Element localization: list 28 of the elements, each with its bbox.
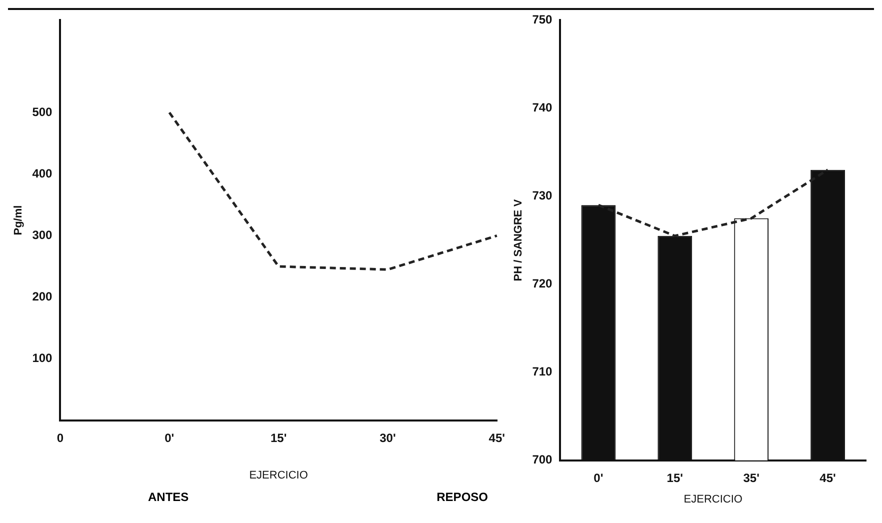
line-series xyxy=(168,111,498,271)
x-tick-label: 45' xyxy=(820,470,836,485)
y-tick-label: 200 xyxy=(32,290,53,304)
y-axis-title: PH / SANGRE V xyxy=(512,198,525,282)
y-tick-label: 300 xyxy=(32,228,53,242)
x-tick-label: 15' xyxy=(270,430,287,445)
text: REPOSO xyxy=(436,490,488,504)
y-tick-label: 720 xyxy=(532,276,553,291)
y-tick-label: 500 xyxy=(32,104,53,119)
x-axis-title: EJERCICIO xyxy=(249,469,308,482)
x-tick-label: 30' xyxy=(380,430,396,445)
y-tick-label: 400 xyxy=(32,166,53,180)
x-tick-label: 0 xyxy=(56,430,64,445)
y-axis-title: Pg/ml xyxy=(12,205,25,236)
y-tick-label: 710 xyxy=(532,364,553,379)
x-tick-label: 45' xyxy=(488,430,506,445)
x-axis-title: EJERCICIO xyxy=(684,493,743,506)
y-tick-label: 730 xyxy=(532,188,553,203)
x-tick-label: 35' xyxy=(743,470,760,485)
text: ANTES xyxy=(148,490,189,504)
y-tick-label: 750 xyxy=(532,12,553,27)
y-tick-label: 700 xyxy=(532,452,553,467)
x-tick-label: 15' xyxy=(666,470,684,485)
line-series xyxy=(597,168,830,238)
x-tick-label: 0' xyxy=(164,430,174,445)
y-tick-label: 740 xyxy=(532,100,553,115)
y-tick-label: 100 xyxy=(32,351,53,366)
x-tick-label: 0' xyxy=(594,470,604,485)
